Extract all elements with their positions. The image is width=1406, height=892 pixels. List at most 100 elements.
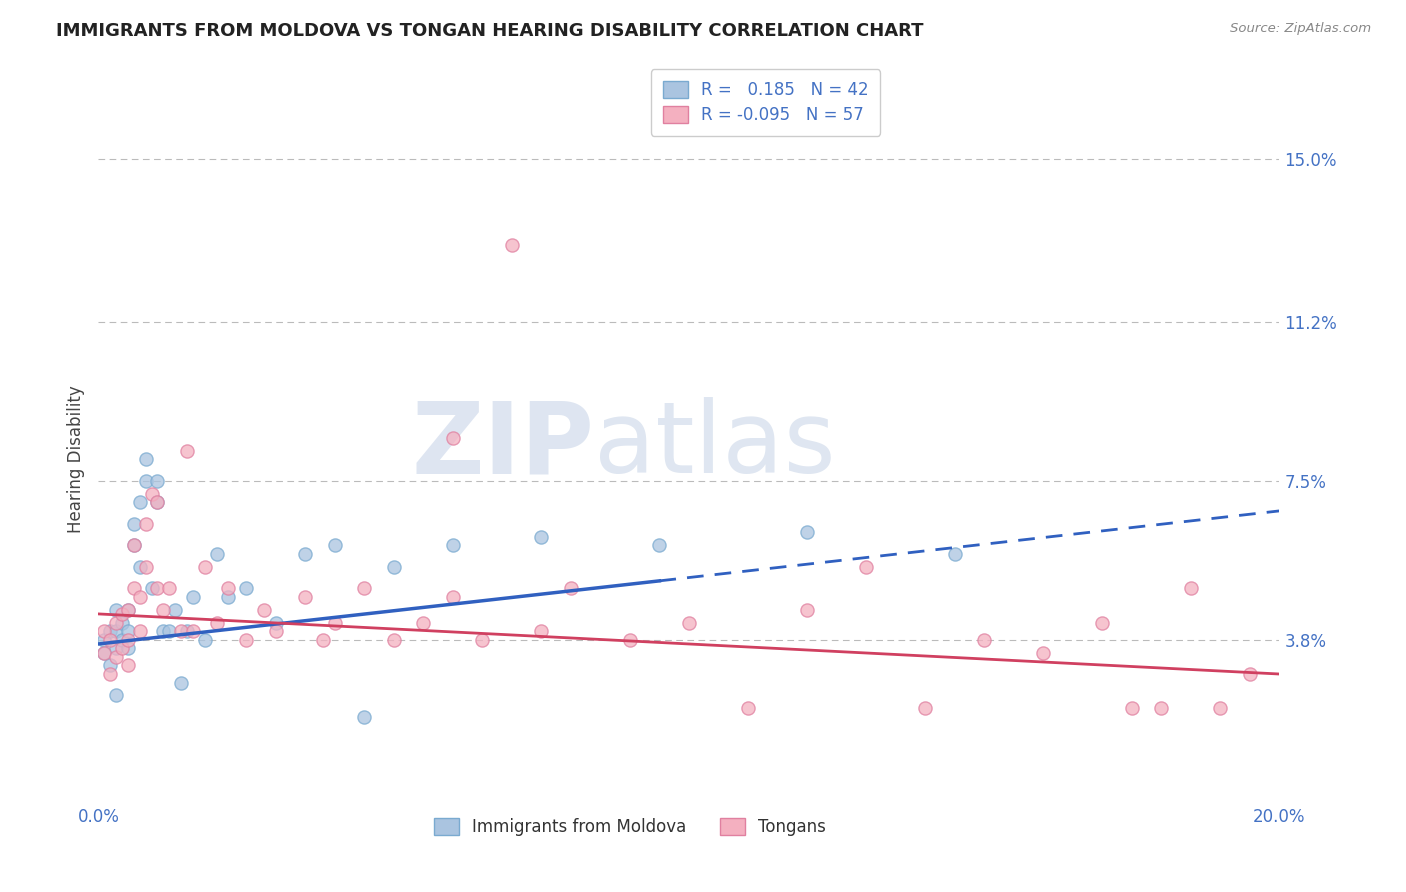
Point xyxy=(117,641,139,656)
Point xyxy=(117,602,139,616)
Point xyxy=(170,624,193,639)
Point xyxy=(1209,701,1232,715)
Point xyxy=(264,624,287,639)
Point xyxy=(105,689,128,703)
Point xyxy=(157,581,180,595)
Point xyxy=(501,237,523,252)
Point xyxy=(530,530,553,544)
Point xyxy=(796,525,818,540)
Point xyxy=(217,590,239,604)
Point xyxy=(1032,646,1054,660)
Point xyxy=(264,615,287,630)
Point xyxy=(323,615,346,630)
Point xyxy=(441,431,464,445)
Point xyxy=(105,641,128,656)
Point xyxy=(678,615,700,630)
Point xyxy=(205,615,228,630)
Point xyxy=(146,495,169,509)
Point xyxy=(146,581,169,595)
Point xyxy=(93,646,115,660)
Point xyxy=(135,474,157,488)
Point xyxy=(441,590,464,604)
Point xyxy=(141,581,163,595)
Point xyxy=(235,632,257,647)
Point xyxy=(1091,615,1114,630)
Point xyxy=(122,538,145,552)
Point xyxy=(737,701,759,715)
Point xyxy=(128,495,150,509)
Point xyxy=(253,602,276,616)
Point xyxy=(111,641,134,656)
Point xyxy=(135,559,157,574)
Point xyxy=(135,516,157,531)
Point xyxy=(312,632,335,647)
Point xyxy=(560,581,582,595)
Point xyxy=(105,602,128,616)
Point xyxy=(323,538,346,552)
Point xyxy=(973,632,995,647)
Point xyxy=(111,607,134,621)
Point xyxy=(98,667,121,681)
Point xyxy=(111,615,134,630)
Point xyxy=(294,590,316,604)
Point xyxy=(1121,701,1143,715)
Point xyxy=(98,624,121,639)
Point xyxy=(235,581,257,595)
Point xyxy=(122,581,145,595)
Point xyxy=(122,516,145,531)
Legend: Immigrants from Moldova, Tongans: Immigrants from Moldova, Tongans xyxy=(427,811,832,843)
Point xyxy=(152,624,174,639)
Point xyxy=(176,624,198,639)
Point xyxy=(796,602,818,616)
Point xyxy=(98,658,121,673)
Point xyxy=(117,658,139,673)
Point xyxy=(619,632,641,647)
Text: IMMIGRANTS FROM MOLDOVA VS TONGAN HEARING DISABILITY CORRELATION CHART: IMMIGRANTS FROM MOLDOVA VS TONGAN HEARIN… xyxy=(56,22,924,40)
Point xyxy=(93,646,115,660)
Point xyxy=(294,547,316,561)
Point xyxy=(128,590,150,604)
Point xyxy=(353,710,375,724)
Point xyxy=(128,559,150,574)
Point xyxy=(111,632,134,647)
Text: atlas: atlas xyxy=(595,397,837,494)
Point xyxy=(441,538,464,552)
Point xyxy=(117,632,139,647)
Point xyxy=(98,632,121,647)
Point xyxy=(128,624,150,639)
Point xyxy=(217,581,239,595)
Point xyxy=(353,581,375,595)
Point xyxy=(943,547,966,561)
Point xyxy=(146,474,169,488)
Point xyxy=(471,632,494,647)
Point xyxy=(152,602,174,616)
Point xyxy=(382,632,405,647)
Point xyxy=(141,487,163,501)
Point xyxy=(146,495,169,509)
Point xyxy=(170,675,193,690)
Point xyxy=(176,443,198,458)
Point xyxy=(105,624,128,639)
Point xyxy=(135,452,157,467)
Point xyxy=(914,701,936,715)
Point xyxy=(194,559,217,574)
Point xyxy=(648,538,671,552)
Point xyxy=(181,624,204,639)
Point xyxy=(382,559,405,574)
Point xyxy=(122,538,145,552)
Point xyxy=(105,615,128,630)
Point xyxy=(181,590,204,604)
Point xyxy=(93,632,115,647)
Point xyxy=(855,559,877,574)
Point xyxy=(412,615,434,630)
Point xyxy=(105,649,128,664)
Y-axis label: Hearing Disability: Hearing Disability xyxy=(66,385,84,533)
Point xyxy=(530,624,553,639)
Point xyxy=(117,602,139,616)
Point xyxy=(117,624,139,639)
Point xyxy=(205,547,228,561)
Text: Source: ZipAtlas.com: Source: ZipAtlas.com xyxy=(1230,22,1371,36)
Point xyxy=(194,632,217,647)
Point xyxy=(1150,701,1173,715)
Text: ZIP: ZIP xyxy=(412,397,595,494)
